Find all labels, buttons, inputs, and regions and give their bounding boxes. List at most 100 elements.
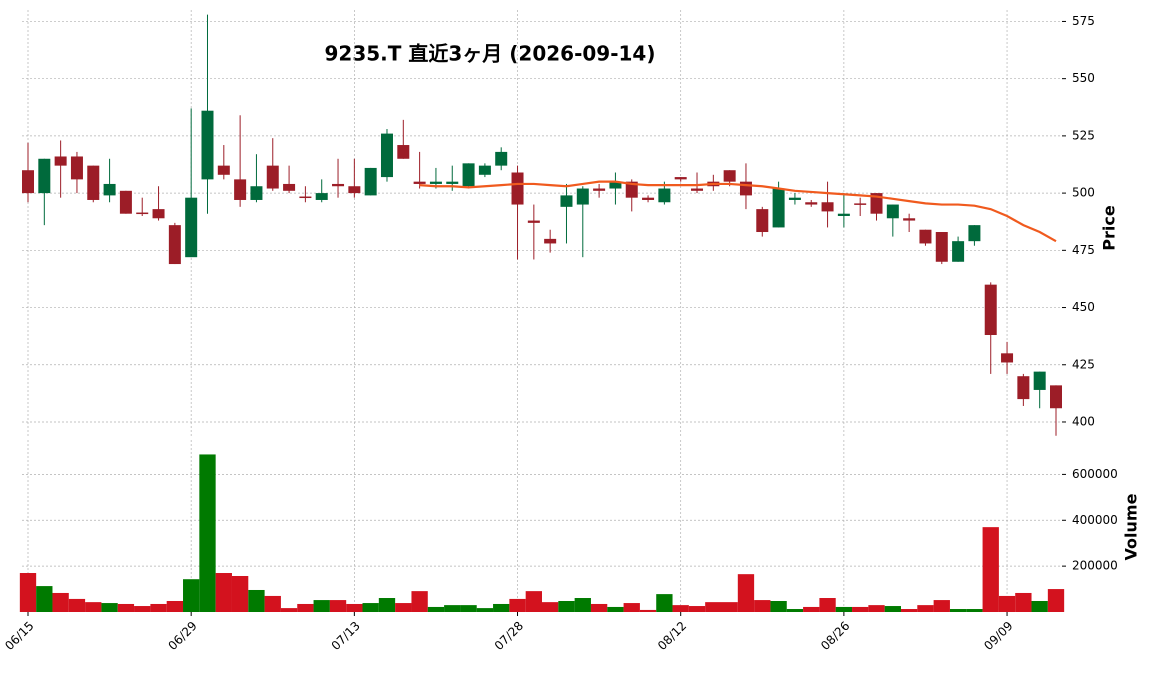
candle-body (413, 181, 426, 184)
volume-bar (166, 600, 184, 612)
candle-body (217, 165, 230, 175)
x-tick-label: 07/28 (492, 619, 526, 653)
x-tick-label: 06/15 (2, 619, 36, 653)
candle-body (429, 181, 442, 184)
candle-body (168, 225, 181, 265)
volume-bar (19, 573, 37, 612)
candle-body (723, 170, 736, 182)
candle-body (788, 197, 801, 200)
x-tick-label: 08/26 (818, 619, 852, 653)
volume-bar (378, 598, 396, 612)
volume-bar (444, 605, 461, 612)
volume-bar (868, 605, 885, 612)
candle-body (348, 186, 361, 194)
candle-body (364, 167, 377, 196)
volume-bar (1047, 589, 1065, 612)
candle-body (87, 165, 100, 200)
volume-bar (754, 600, 771, 612)
y-tick-label: 475 (1072, 243, 1095, 257)
volume-bar (835, 606, 853, 612)
x-tick-label: 06/29 (165, 619, 199, 653)
volume-bar (770, 600, 787, 612)
candle-body (446, 181, 459, 184)
volume-bar (264, 595, 281, 612)
candle-body (674, 177, 687, 180)
volume-bar (476, 608, 494, 612)
volume-bar (1031, 600, 1048, 612)
candle-body (511, 172, 524, 205)
moving-average-line (419, 180, 1057, 243)
volume-bar (525, 591, 542, 612)
y-tick-label: 575 (1072, 14, 1095, 28)
volume-bar (101, 603, 118, 612)
y-axis-label: Price (1100, 205, 1119, 251)
volume-bar (280, 608, 298, 612)
candle-body (38, 158, 51, 194)
volume-bar (639, 609, 657, 612)
candle-body (1017, 376, 1030, 400)
y-tick-label: 425 (1072, 357, 1095, 371)
volume-bar (395, 603, 412, 612)
volume-bar (509, 598, 526, 612)
candle-body (609, 181, 622, 189)
candle-body (332, 183, 345, 187)
chart-title: 9235.T 直近3ヶ月 (2026-09-14) (325, 42, 656, 66)
volume-bar (607, 606, 624, 612)
candle-body (119, 190, 132, 214)
volume-bar (493, 603, 510, 612)
y-tick-label: 450 (1072, 300, 1095, 314)
volume-bar (411, 591, 428, 612)
volume-bar (460, 605, 477, 612)
candle-body (1050, 385, 1062, 409)
candle-body (315, 193, 328, 200)
volume-bar (672, 605, 689, 612)
candle-body (152, 209, 165, 219)
candle-body (805, 202, 818, 205)
candle-body (968, 225, 981, 242)
candle-body (201, 110, 214, 180)
volume-bar (313, 600, 330, 612)
volume-bar (134, 606, 151, 612)
candle-body (103, 183, 116, 196)
volume-bar (982, 527, 999, 612)
volume-bar (721, 602, 738, 612)
candle-body (495, 151, 508, 166)
candle-body (772, 188, 785, 228)
candle-body (870, 193, 883, 214)
candle-body (70, 156, 83, 180)
volume-bar (329, 600, 347, 612)
volume-bar (297, 603, 314, 612)
volume-bar (558, 600, 575, 612)
volume-bar (85, 602, 102, 612)
volume-bar (150, 603, 167, 612)
candle-body (250, 186, 263, 200)
candle-body (185, 197, 198, 258)
volume-bar (362, 603, 379, 612)
y-tick-label: 400 (1072, 414, 1095, 428)
candle-body (299, 196, 312, 199)
volume-bar (852, 606, 869, 612)
candle-body (234, 179, 247, 200)
volume-bar (590, 603, 608, 612)
volume-bar (231, 575, 249, 612)
volume-bar (966, 609, 983, 612)
volume-bar (884, 606, 901, 612)
volume-bar (574, 598, 591, 612)
candle-body (837, 213, 850, 216)
candle-body (380, 133, 393, 178)
volume-bar (737, 574, 755, 612)
candle-body (1033, 371, 1046, 390)
candle-body (478, 165, 491, 175)
volume-bar (949, 609, 967, 612)
volume-bar (656, 594, 673, 612)
y-tick-label: 550 (1072, 71, 1095, 85)
candle-body (544, 238, 557, 244)
candle-body (283, 183, 296, 191)
volume-bar (900, 609, 918, 612)
candle-body (691, 188, 704, 191)
volume-bar (542, 602, 559, 612)
candle-body (658, 188, 671, 203)
candle-body (854, 203, 867, 205)
